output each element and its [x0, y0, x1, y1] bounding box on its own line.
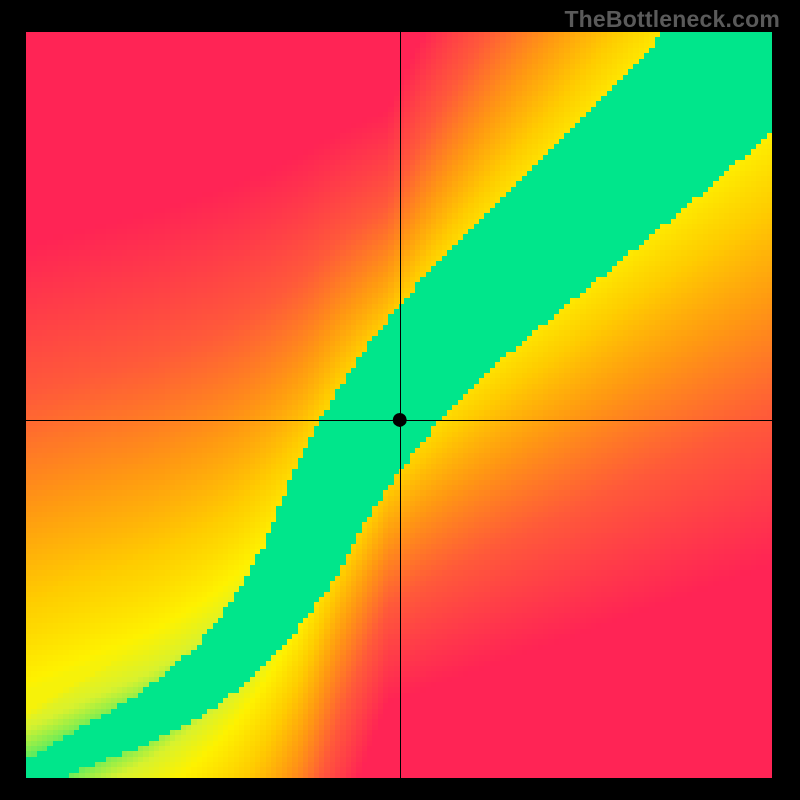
bottleneck-heatmap — [0, 0, 800, 800]
chart-container: TheBottleneck.com — [0, 0, 800, 800]
watermark-text: TheBottleneck.com — [564, 6, 780, 33]
